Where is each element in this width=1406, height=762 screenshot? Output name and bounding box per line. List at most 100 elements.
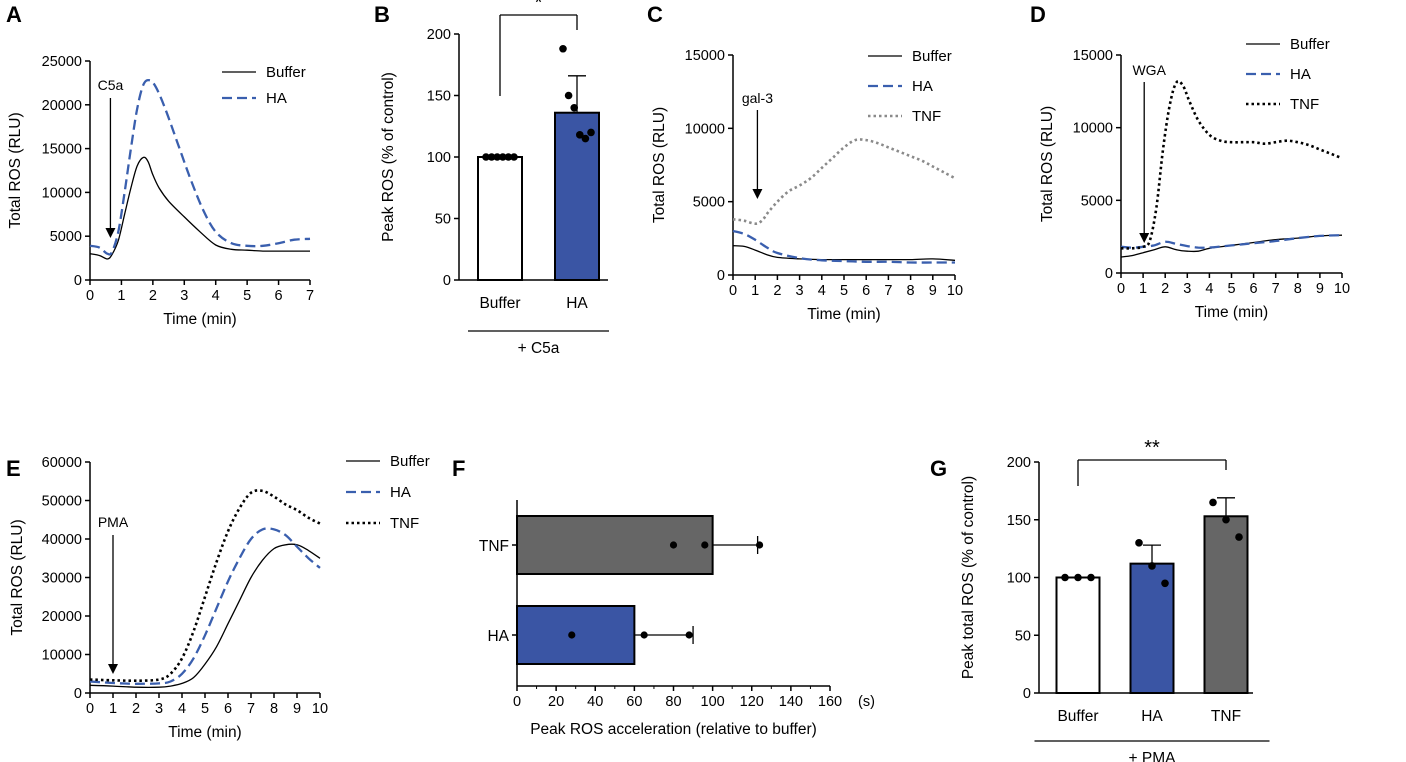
panel-b-ytick-label-100: 100 [427,150,451,166]
panel-c-annotation-label: gal-3 [742,90,773,106]
panel-a-xtick-label-3: 3 [180,288,188,304]
panel-e-xtick-label-3: 3 [155,701,163,717]
panel-g-point-ha-1 [1135,539,1143,547]
panel-a-label: A [6,2,22,27]
panel-f-point-ha-1 [568,631,576,639]
panel-a-xtick-label-7: 7 [306,288,314,304]
panel-f-point-tnf-2 [701,541,709,549]
panel-a-xtick-label-2: 2 [149,288,157,304]
panel-d-xtick-label-4: 4 [1205,281,1213,297]
panel-b-bar-buffer [477,156,523,281]
panel-a-xtick-label-1: 1 [117,288,125,304]
panel-b-point-ha-1 [559,44,567,53]
panel-a-x-axis-title: Time (min) [163,311,236,328]
panel-f-unit-label: (s) [858,694,875,710]
panel-c-xtick-label-6: 6 [862,283,870,299]
panel-e-annotation-arrow-head [108,664,118,674]
panel-c-annotation-arrow-head [752,189,763,199]
panel-b-point-ha-2 [564,91,573,100]
panel-d-y-axis-title: Total ROS (RLU) [1039,106,1056,222]
panel-g-point-buffer-1 [1061,573,1069,582]
panel-g-category-label-buffer: Buffer [1057,708,1098,725]
panel-e-ytick-label-20000: 20000 [42,609,82,625]
panel-b-ytick-label-150: 150 [427,89,451,105]
panel-c-legend-label-tnf: TNF [912,108,941,125]
panel-c-xtick-label-8: 8 [907,283,915,299]
panel-d-line-tnf [1120,79,1343,250]
panel-a-line-buffer [89,156,310,260]
panel-f-category-label-ha: HA [487,628,509,645]
panel-c-xtick-label-1: 1 [751,283,759,299]
panel-c-y-axis-title: Total ROS (RLU) [651,107,668,223]
panel-g-bar-buffer [1055,576,1101,694]
panel-f-bar-ha [516,605,636,665]
panel-d-xtick-label-2: 2 [1161,281,1169,297]
panel-d-ytick-label-5000: 5000 [1081,193,1113,209]
panel-g-ytick-label-200: 200 [1007,455,1031,471]
panel-e-ytick-label-30000: 30000 [42,571,82,587]
panel-d-xtick-label-8: 8 [1294,281,1302,297]
panel-e-ytick-label-10000: 10000 [42,648,82,664]
panel-b-point-buffer-6 [510,153,518,161]
panel-d-xtick-label-7: 7 [1272,281,1280,297]
panel-e-xtick-label-4: 4 [178,701,186,717]
panel-b-label: B [374,2,390,27]
panel-f-point-ha-3 [685,631,693,639]
panel-g-ytick-label-0: 0 [1023,686,1031,702]
panel-a-xtick-label-5: 5 [243,288,251,304]
panel-e-legend-label-ha: HA [390,484,411,501]
panel-g-ytick-label-100: 100 [1007,571,1031,587]
panel-e-xtick-label-7: 7 [247,701,255,717]
panel-d-label: D [1030,2,1046,27]
panel-c-x-axis-title: Time (min) [807,306,880,323]
panel-f-xtick-label-80: 80 [665,694,681,710]
panel-a-ytick-label-0: 0 [74,273,82,289]
panel-d-xtick-label-0: 0 [1117,281,1125,297]
panel-b-ytick-label-50: 50 [435,212,451,228]
panel-f-xtick-label-40: 40 [587,694,603,710]
panel-e-x-axis-title: Time (min) [168,724,241,741]
panel-g-y-axis-title: Peak total ROS (% of control) [960,476,977,679]
panel-e-label: E [6,456,21,481]
panel-b-ytick-label-0: 0 [443,273,451,289]
panel-d-xtick-label-3: 3 [1183,281,1191,297]
panel-g-ytick-label-50: 50 [1015,628,1031,644]
panel-a-ytick-label-25000: 25000 [42,54,82,70]
panel-c-line-ha [732,229,955,264]
panel-e-xtick-label-10: 10 [312,701,328,717]
panel-f-label: F [452,456,465,481]
panel-d-line-ha [1120,234,1343,249]
panel-b-point-buffer-2 [487,153,496,161]
panel-a-xtick-label-0: 0 [86,288,94,304]
panel-e-xtick-label-6: 6 [224,701,232,717]
panel-g-significance-label: ** [1144,437,1160,459]
panel-d-xtick-label-10: 10 [1334,281,1350,297]
panel-e-xtick-label-2: 2 [132,701,140,717]
panel-d-legend-label-ha: HA [1290,66,1311,83]
panel-c-ytick-label-0: 0 [717,268,725,284]
panel-c-xtick-label-10: 10 [947,283,963,299]
panel-b-point-ha-3 [570,104,578,112]
panel-g-ytick-label-150: 150 [1007,513,1031,529]
panel-b-bar-ha [554,111,600,281]
panel-e-line-tnf [89,489,321,683]
panel-d-xtick-label-6: 6 [1250,281,1258,297]
panel-c-legend-label-ha: HA [912,78,933,95]
panel-g-point-tnf-2 [1222,515,1230,524]
panel-e-annotation-label: PMA [98,514,129,530]
panel-c-line-tnf [732,138,956,226]
panel-f-xtick-label-100: 100 [701,694,725,710]
panel-d-xtick-label-1: 1 [1139,281,1147,297]
panel-e-xtick-label-1: 1 [109,701,117,717]
panel-e-legend-label-buffer: Buffer [390,453,430,470]
panel-c-xtick-label-4: 4 [818,283,826,299]
panel-e-ytick-label-0: 0 [74,686,82,702]
panel-e-ytick-label-60000: 60000 [42,455,82,471]
panel-e-ytick-label-40000: 40000 [42,532,82,548]
panel-a-ytick-label-5000: 5000 [50,229,82,245]
panel-b-group-label: + C5a [518,340,560,357]
panel-d-xtick-label-5: 5 [1227,281,1235,297]
panel-a-annotation-label: C5a [98,77,124,93]
panel-b-point-ha-5 [581,134,590,143]
